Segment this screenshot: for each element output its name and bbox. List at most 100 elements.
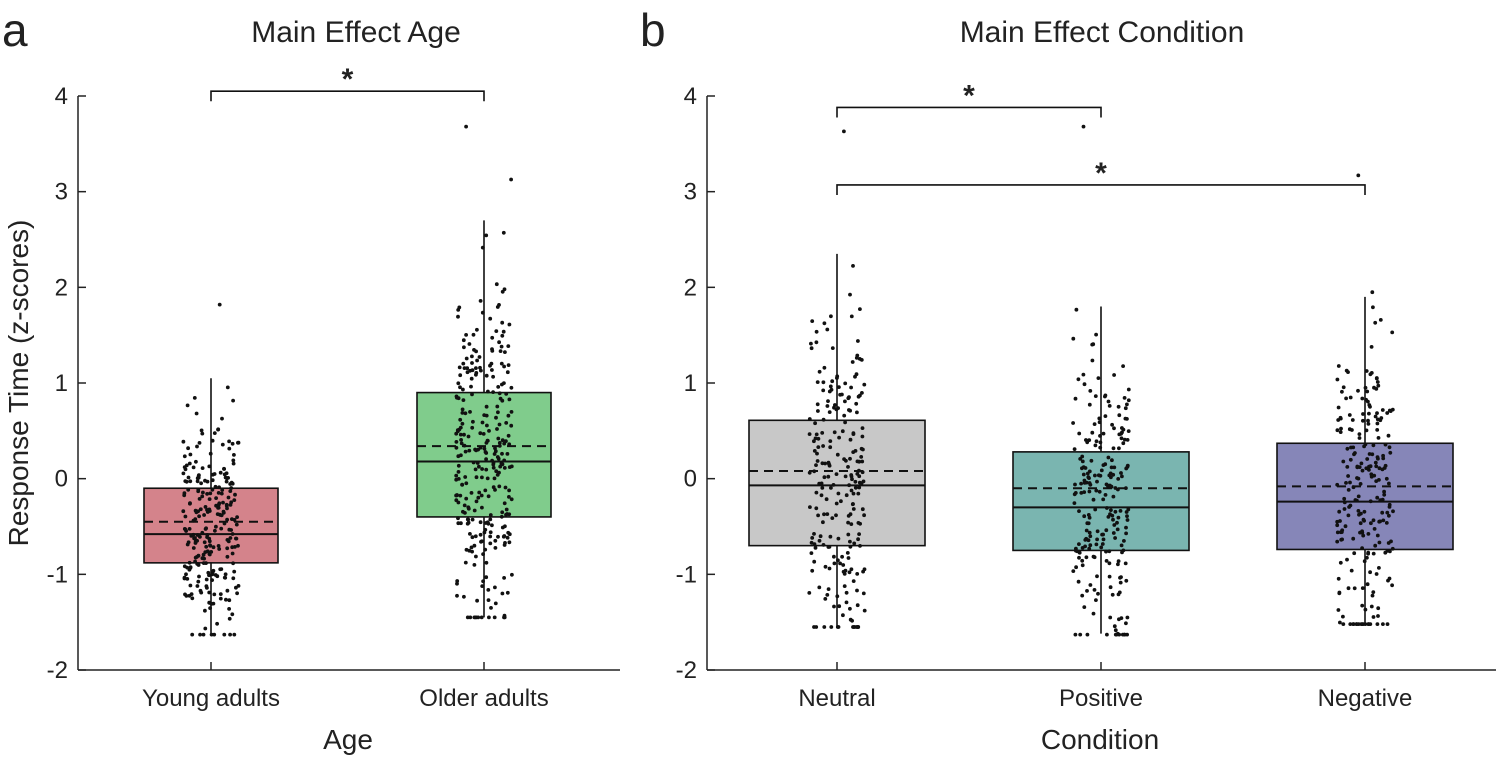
data-point <box>461 509 465 514</box>
data-point <box>1093 443 1098 448</box>
data-point <box>470 368 475 373</box>
data-point <box>507 495 511 499</box>
data-point <box>223 572 228 577</box>
data-point <box>1357 436 1362 440</box>
data-point <box>480 584 485 588</box>
data-point <box>1108 483 1112 488</box>
data-point <box>468 410 472 414</box>
data-point <box>498 396 503 401</box>
data-point <box>1112 426 1116 431</box>
data-point <box>1353 451 1357 455</box>
data-point <box>199 428 204 433</box>
data-point <box>1081 124 1086 129</box>
data-point <box>846 532 851 537</box>
data-point <box>1380 510 1385 515</box>
data-point <box>1380 408 1385 412</box>
data-point <box>1367 452 1372 456</box>
data-point <box>461 361 466 366</box>
data-point <box>477 490 482 495</box>
data-point <box>1084 528 1089 533</box>
data-point <box>503 541 507 545</box>
data-point <box>847 483 851 488</box>
significance-star: * <box>963 79 975 112</box>
data-point <box>494 469 499 474</box>
data-point <box>1088 583 1093 587</box>
data-point <box>231 398 236 403</box>
panel-a-xtick-label: Young adults <box>142 685 280 712</box>
data-point <box>502 364 506 369</box>
data-point <box>828 445 833 450</box>
data-point <box>856 394 861 399</box>
data-point <box>1335 482 1340 487</box>
data-point <box>848 456 852 461</box>
data-point <box>847 395 851 400</box>
data-point <box>201 490 205 495</box>
data-point <box>1082 490 1087 494</box>
data-point <box>1338 430 1343 434</box>
data-point <box>849 314 854 319</box>
data-point <box>507 512 512 517</box>
data-point <box>1087 402 1092 407</box>
data-point <box>196 487 201 492</box>
significance-star: * <box>1095 157 1107 190</box>
data-point <box>1341 622 1346 626</box>
data-point <box>484 373 489 378</box>
data-point <box>505 535 510 540</box>
data-point <box>1094 332 1098 337</box>
data-point <box>1358 521 1363 526</box>
data-point <box>856 339 860 343</box>
data-point <box>1101 497 1106 502</box>
data-point <box>196 579 201 584</box>
data-point <box>200 466 205 470</box>
data-point <box>456 470 461 474</box>
data-point <box>814 432 819 437</box>
data-point <box>488 513 493 517</box>
data-point <box>1342 507 1347 511</box>
data-point <box>488 316 493 321</box>
data-point <box>820 486 825 490</box>
data-point <box>197 441 202 445</box>
data-point <box>1375 495 1380 500</box>
data-point <box>471 460 476 465</box>
data-point <box>236 584 241 588</box>
data-point <box>1080 459 1085 464</box>
panel-b-box-positive <box>1012 124 1190 637</box>
data-point <box>1073 491 1078 495</box>
data-point <box>1368 499 1373 504</box>
data-point <box>1335 428 1340 433</box>
panel-a-significance-bracket: * <box>210 63 485 102</box>
data-point <box>464 496 469 501</box>
data-point <box>500 320 505 325</box>
data-point <box>1113 536 1117 540</box>
data-point <box>1120 426 1124 430</box>
data-point <box>1364 369 1369 373</box>
data-point <box>485 520 490 525</box>
data-point <box>195 584 200 588</box>
data-point <box>1094 542 1099 547</box>
data-point <box>197 497 202 501</box>
data-point <box>1387 576 1392 581</box>
data-point <box>1376 436 1381 440</box>
data-point <box>830 379 835 384</box>
data-point <box>1094 488 1099 493</box>
data-point <box>454 473 459 478</box>
data-point <box>486 598 491 602</box>
data-point <box>482 530 487 535</box>
data-point <box>1119 471 1123 475</box>
data-point <box>812 449 817 453</box>
data-point <box>829 387 834 392</box>
data-point <box>469 384 473 389</box>
data-point <box>1117 413 1122 418</box>
data-point <box>826 545 831 549</box>
data-point <box>213 484 218 489</box>
data-point <box>1365 582 1370 587</box>
data-point <box>1098 445 1103 450</box>
panel-b-xtick-label: Positive <box>1059 685 1143 712</box>
data-point <box>820 461 825 466</box>
data-point <box>847 570 852 575</box>
data-point <box>1081 465 1086 470</box>
data-point <box>821 520 825 525</box>
data-point <box>1365 457 1370 461</box>
data-point <box>1335 377 1340 382</box>
data-point <box>848 539 852 544</box>
